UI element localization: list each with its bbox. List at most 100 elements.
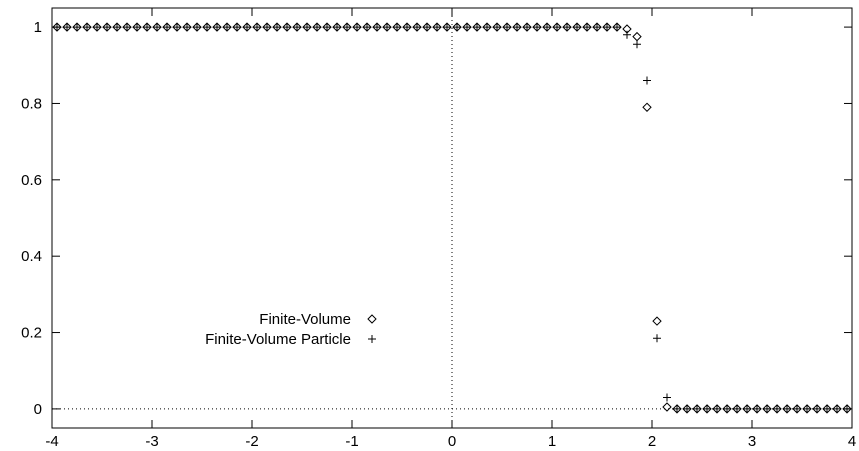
data-point-plus bbox=[653, 334, 661, 343]
x-tick-label: -4 bbox=[45, 433, 58, 450]
data-point-plus bbox=[93, 23, 101, 32]
legend-label-finite-volume: Finite-Volume bbox=[259, 311, 351, 328]
data-point-plus bbox=[723, 404, 731, 413]
x-tick-label: -3 bbox=[145, 433, 158, 450]
data-point-plus bbox=[733, 404, 741, 413]
data-point-plus bbox=[813, 404, 821, 413]
data-point-plus bbox=[213, 23, 221, 32]
y-tick-label: 0.2 bbox=[21, 325, 42, 342]
data-point-plus bbox=[443, 23, 451, 32]
data-point-plus bbox=[113, 23, 121, 32]
data-point-plus bbox=[403, 23, 411, 32]
data-point-plus bbox=[503, 23, 511, 32]
data-point-plus bbox=[173, 23, 181, 32]
data-point-plus bbox=[183, 23, 191, 32]
x-tick-label: 2 bbox=[648, 433, 656, 450]
data-point-plus bbox=[623, 30, 631, 39]
data-point-plus bbox=[73, 23, 81, 32]
legend-label-finite-volume-particle: Finite-Volume Particle bbox=[205, 331, 351, 348]
data-point-plus bbox=[263, 23, 271, 32]
data-point-plus bbox=[523, 23, 531, 32]
x-tick-label: -2 bbox=[245, 433, 258, 450]
data-point-plus bbox=[583, 23, 591, 32]
data-point-plus bbox=[673, 404, 681, 413]
zero-lines bbox=[52, 8, 852, 428]
data-point-plus bbox=[233, 23, 241, 32]
data-point-plus bbox=[593, 23, 601, 32]
data-point-plus bbox=[843, 404, 851, 413]
data-point-plus bbox=[393, 23, 401, 32]
data-point-plus bbox=[253, 23, 261, 32]
data-point-plus bbox=[693, 404, 701, 413]
y-tick-label: 0 bbox=[34, 401, 42, 418]
data-point-plus bbox=[453, 23, 461, 32]
data-point-plus bbox=[603, 23, 611, 32]
legend-markers bbox=[367, 314, 377, 343]
data-point-plus bbox=[203, 23, 211, 32]
data-point-plus bbox=[473, 23, 481, 32]
x-tick-label: 0 bbox=[448, 433, 456, 450]
y-tick-label: 0.6 bbox=[21, 172, 42, 189]
y-tick-label: 1 bbox=[34, 19, 42, 36]
data-point-diamond bbox=[652, 316, 662, 326]
data-point-plus bbox=[833, 404, 841, 413]
data-point-plus bbox=[383, 23, 391, 32]
series-finite-volume-particle bbox=[53, 23, 851, 413]
data-point-plus bbox=[283, 23, 291, 32]
data-point-plus bbox=[543, 23, 551, 32]
data-point-plus bbox=[533, 23, 541, 32]
data-point-plus bbox=[143, 23, 151, 32]
data-point-plus bbox=[823, 404, 831, 413]
data-point-plus bbox=[243, 23, 251, 32]
data-point-plus bbox=[793, 404, 801, 413]
data-point-plus bbox=[153, 23, 161, 32]
x-tick-label: -1 bbox=[345, 433, 358, 450]
data-point-plus bbox=[313, 23, 321, 32]
data-point-plus bbox=[703, 404, 711, 413]
data-point-plus bbox=[643, 76, 651, 85]
series-finite-volume bbox=[52, 22, 852, 414]
data-point-plus bbox=[513, 23, 521, 32]
data-point-plus bbox=[563, 23, 571, 32]
data-point-plus bbox=[413, 23, 421, 32]
y-tick-label: 0.4 bbox=[21, 248, 42, 265]
data-point-plus bbox=[713, 404, 721, 413]
data-point-plus bbox=[53, 23, 61, 32]
data-point-plus bbox=[103, 23, 111, 32]
data-point-diamond bbox=[632, 31, 642, 42]
data-point-plus bbox=[493, 23, 501, 32]
data-point-plus bbox=[613, 23, 621, 32]
legend-marker-plus bbox=[368, 335, 376, 343]
legend-marker-diamond bbox=[367, 314, 377, 324]
data-point-plus bbox=[633, 40, 641, 49]
data-point-plus bbox=[303, 23, 311, 32]
data-point-plus bbox=[423, 23, 431, 32]
data-point-plus bbox=[363, 23, 371, 32]
data-point-plus bbox=[433, 23, 441, 32]
data-point-plus bbox=[333, 23, 341, 32]
data-point-plus bbox=[763, 404, 771, 413]
data-point-plus bbox=[133, 23, 141, 32]
data-point-plus bbox=[773, 404, 781, 413]
x-tick-label: 3 bbox=[748, 433, 756, 450]
data-point-plus bbox=[683, 404, 691, 413]
x-tick-label: 1 bbox=[548, 433, 556, 450]
data-point-plus bbox=[83, 23, 91, 32]
data-point-plus bbox=[343, 23, 351, 32]
data-point-plus bbox=[193, 23, 201, 32]
ticks bbox=[51, 8, 853, 428]
legend: Finite-Volume Finite-Volume Particle bbox=[205, 311, 377, 348]
data-point-plus bbox=[353, 23, 361, 32]
x-tick-label: 4 bbox=[848, 433, 856, 450]
tick-labels: -4 -3 -2 -1 0 1 2 3 4 0 0.2 0.4 0.6 0.8 1 bbox=[21, 19, 856, 450]
y-tick-label: 0.8 bbox=[21, 95, 42, 112]
data-point-plus bbox=[753, 404, 761, 413]
data-point-plus bbox=[373, 23, 381, 32]
data-point-plus bbox=[803, 404, 811, 413]
data-point-plus bbox=[663, 393, 671, 402]
data-point-plus bbox=[743, 404, 751, 413]
data-point-plus bbox=[323, 23, 331, 32]
series-markers bbox=[52, 22, 852, 414]
data-point-diamond bbox=[662, 402, 672, 412]
